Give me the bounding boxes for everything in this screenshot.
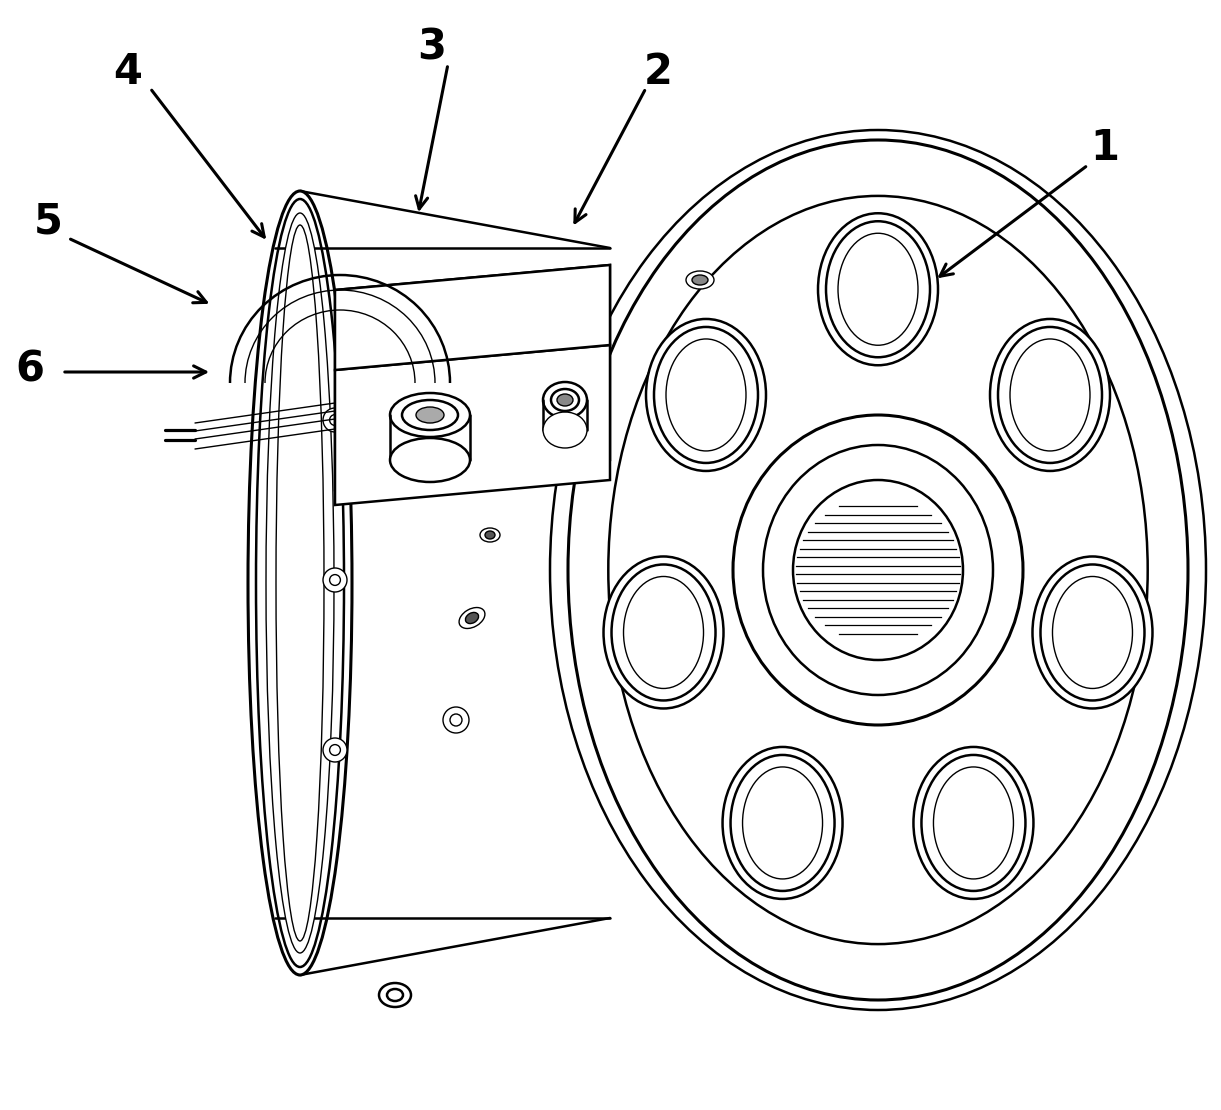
Ellipse shape bbox=[389, 393, 470, 437]
Ellipse shape bbox=[933, 767, 1013, 879]
Ellipse shape bbox=[913, 747, 1033, 899]
Ellipse shape bbox=[723, 747, 842, 899]
Ellipse shape bbox=[451, 714, 462, 726]
Ellipse shape bbox=[459, 607, 485, 628]
Ellipse shape bbox=[654, 327, 758, 463]
Ellipse shape bbox=[389, 438, 470, 482]
Ellipse shape bbox=[922, 755, 1026, 891]
Ellipse shape bbox=[1033, 556, 1153, 708]
Polygon shape bbox=[305, 203, 610, 963]
Text: 4: 4 bbox=[114, 51, 143, 93]
Ellipse shape bbox=[379, 983, 411, 1007]
Ellipse shape bbox=[990, 319, 1110, 471]
Ellipse shape bbox=[248, 191, 352, 975]
Ellipse shape bbox=[557, 394, 573, 406]
Ellipse shape bbox=[624, 576, 703, 688]
Ellipse shape bbox=[402, 400, 458, 430]
Ellipse shape bbox=[330, 415, 341, 425]
Ellipse shape bbox=[485, 531, 495, 539]
Ellipse shape bbox=[416, 407, 444, 423]
Ellipse shape bbox=[443, 707, 469, 733]
Ellipse shape bbox=[568, 140, 1188, 1000]
Ellipse shape bbox=[276, 225, 324, 941]
Ellipse shape bbox=[825, 221, 930, 357]
Ellipse shape bbox=[324, 738, 347, 761]
Ellipse shape bbox=[733, 415, 1023, 725]
Ellipse shape bbox=[692, 275, 708, 285]
Ellipse shape bbox=[612, 565, 716, 700]
Polygon shape bbox=[335, 265, 610, 370]
Ellipse shape bbox=[608, 195, 1148, 945]
Ellipse shape bbox=[1010, 339, 1090, 451]
Ellipse shape bbox=[330, 575, 341, 585]
Ellipse shape bbox=[387, 989, 403, 1001]
Text: 2: 2 bbox=[643, 51, 673, 93]
Ellipse shape bbox=[686, 271, 714, 289]
Ellipse shape bbox=[1053, 576, 1133, 688]
Ellipse shape bbox=[1040, 565, 1144, 700]
Polygon shape bbox=[335, 345, 610, 505]
Ellipse shape bbox=[998, 327, 1103, 463]
Ellipse shape bbox=[480, 528, 501, 542]
Text: 6: 6 bbox=[16, 349, 44, 391]
Ellipse shape bbox=[838, 233, 918, 345]
Polygon shape bbox=[335, 265, 610, 490]
Polygon shape bbox=[275, 248, 610, 918]
Ellipse shape bbox=[792, 480, 963, 660]
Ellipse shape bbox=[763, 445, 993, 695]
Ellipse shape bbox=[465, 613, 479, 624]
Ellipse shape bbox=[330, 745, 341, 756]
Ellipse shape bbox=[543, 382, 587, 418]
Ellipse shape bbox=[730, 755, 834, 891]
Text: 1: 1 bbox=[1090, 127, 1120, 169]
Ellipse shape bbox=[551, 388, 579, 411]
Ellipse shape bbox=[543, 412, 587, 448]
Text: 5: 5 bbox=[33, 201, 62, 243]
Ellipse shape bbox=[818, 213, 938, 365]
Ellipse shape bbox=[665, 339, 746, 451]
Ellipse shape bbox=[324, 568, 347, 592]
Ellipse shape bbox=[266, 213, 335, 953]
Text: 3: 3 bbox=[418, 27, 447, 69]
Ellipse shape bbox=[603, 556, 724, 708]
Ellipse shape bbox=[742, 767, 823, 879]
Ellipse shape bbox=[324, 408, 347, 432]
Ellipse shape bbox=[549, 130, 1206, 1010]
Ellipse shape bbox=[256, 199, 344, 967]
Ellipse shape bbox=[646, 319, 766, 471]
